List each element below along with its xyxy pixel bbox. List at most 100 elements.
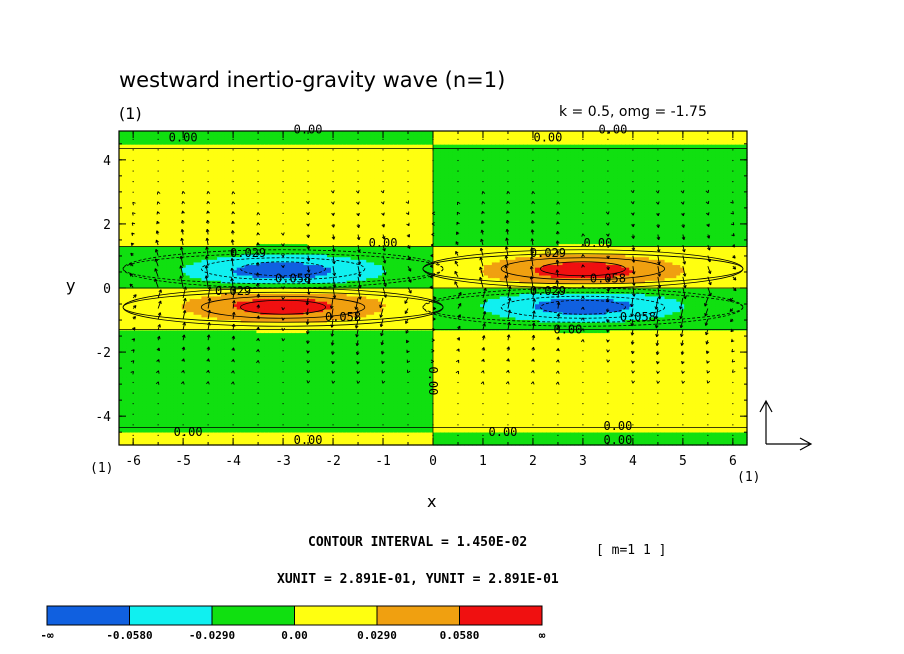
- field-cell: [162, 227, 167, 232]
- field-cell: [252, 217, 257, 221]
- field-cell: [260, 327, 265, 331]
- field-cell: [264, 332, 269, 336]
- field-cell: [126, 131, 132, 135]
- field-cell: [150, 348, 155, 352]
- field-cell: [256, 418, 261, 423]
- field-cell: [162, 149, 167, 153]
- field-cell: [126, 295, 132, 300]
- field-cell: [248, 337, 254, 341]
- field-cell: [126, 413, 132, 417]
- field-cell: [213, 308, 218, 313]
- field-cell: [130, 329, 136, 334]
- field-cell: [264, 151, 269, 156]
- field-cell: [154, 311, 159, 315]
- field-cell: [138, 159, 144, 163]
- field-cell: [232, 251, 238, 255]
- field-cell: [260, 178, 265, 182]
- field-cell: [228, 138, 234, 143]
- field-cell: [150, 382, 155, 386]
- field-cell: [146, 390, 151, 394]
- field-cell: [189, 345, 195, 349]
- field-cell: [240, 253, 246, 258]
- field-cell: [189, 421, 195, 425]
- field-cell: [221, 201, 226, 205]
- field-cell: [232, 201, 238, 205]
- field-cell: [264, 272, 269, 276]
- field-cell: [228, 235, 234, 239]
- field-cell: [256, 340, 261, 344]
- field-cell: [185, 243, 191, 247]
- field-cell: [201, 138, 206, 143]
- field-cell: [150, 219, 155, 224]
- field-cell: [122, 238, 128, 242]
- field-cell: [260, 332, 265, 336]
- field-cell: [138, 442, 144, 446]
- field-cell: [119, 308, 124, 313]
- field-cell: [158, 162, 163, 166]
- field-cell: [209, 311, 214, 315]
- field-cell: [217, 144, 222, 148]
- field-cell: [213, 136, 218, 140]
- field-cell: [197, 353, 203, 357]
- field-cell: [142, 219, 148, 224]
- field-cell: [197, 285, 203, 289]
- field-cell: [236, 371, 242, 375]
- field-cell: [209, 387, 214, 391]
- field-cell: [119, 424, 124, 428]
- field-cell: [154, 345, 159, 349]
- field-cell: [268, 264, 273, 268]
- field-cell: [201, 345, 206, 349]
- field-cell: [170, 136, 175, 140]
- field-cell: [119, 196, 124, 200]
- field-cell: [268, 165, 273, 169]
- field-cell: [252, 219, 257, 224]
- field-cell: [221, 199, 226, 203]
- field-cell: [276, 439, 281, 443]
- field-cell: [236, 413, 242, 417]
- field-cell: [173, 180, 179, 184]
- field-cell: [272, 387, 277, 391]
- field-cell: [268, 248, 273, 252]
- field-cell: [162, 196, 167, 200]
- field-cell: [252, 185, 257, 190]
- field-cell: [276, 431, 281, 436]
- field-cell: [252, 167, 257, 171]
- field-cell: [162, 371, 167, 375]
- field-cell: [193, 298, 199, 302]
- field-cell: [185, 204, 191, 208]
- field-cell: [272, 157, 277, 161]
- field-cell: [272, 209, 277, 213]
- field-cell: [213, 154, 218, 158]
- field-cell: [240, 172, 246, 177]
- field-cell: [224, 180, 230, 184]
- field-cell: [150, 151, 155, 156]
- field-cell: [146, 230, 151, 234]
- field-cell: [197, 188, 203, 192]
- field-cell: [224, 282, 230, 286]
- field-cell: [268, 293, 273, 297]
- field-cell: [232, 253, 238, 258]
- field-cell: [134, 335, 140, 339]
- field-cell: [122, 256, 128, 260]
- field-cell: [162, 397, 167, 402]
- field-cell: [272, 429, 277, 433]
- field-cell: [122, 337, 128, 341]
- field-cell: [173, 374, 179, 378]
- field-cell: [162, 314, 167, 318]
- field-cell: [256, 426, 261, 430]
- field-cell: [228, 264, 234, 268]
- field-cell: [260, 185, 265, 190]
- field-cell: [189, 185, 195, 190]
- field-cell: [197, 379, 203, 383]
- field-cell: [173, 136, 179, 140]
- field-cell: [224, 131, 230, 135]
- field-cell: [260, 272, 265, 276]
- field-cell: [248, 165, 254, 169]
- field-cell: [209, 366, 214, 370]
- field-cell: [154, 369, 159, 373]
- field-cell: [272, 170, 277, 174]
- field-cell: [193, 408, 199, 412]
- field-cell: [201, 306, 206, 310]
- field-cell: [232, 219, 238, 224]
- field-cell: [240, 136, 246, 140]
